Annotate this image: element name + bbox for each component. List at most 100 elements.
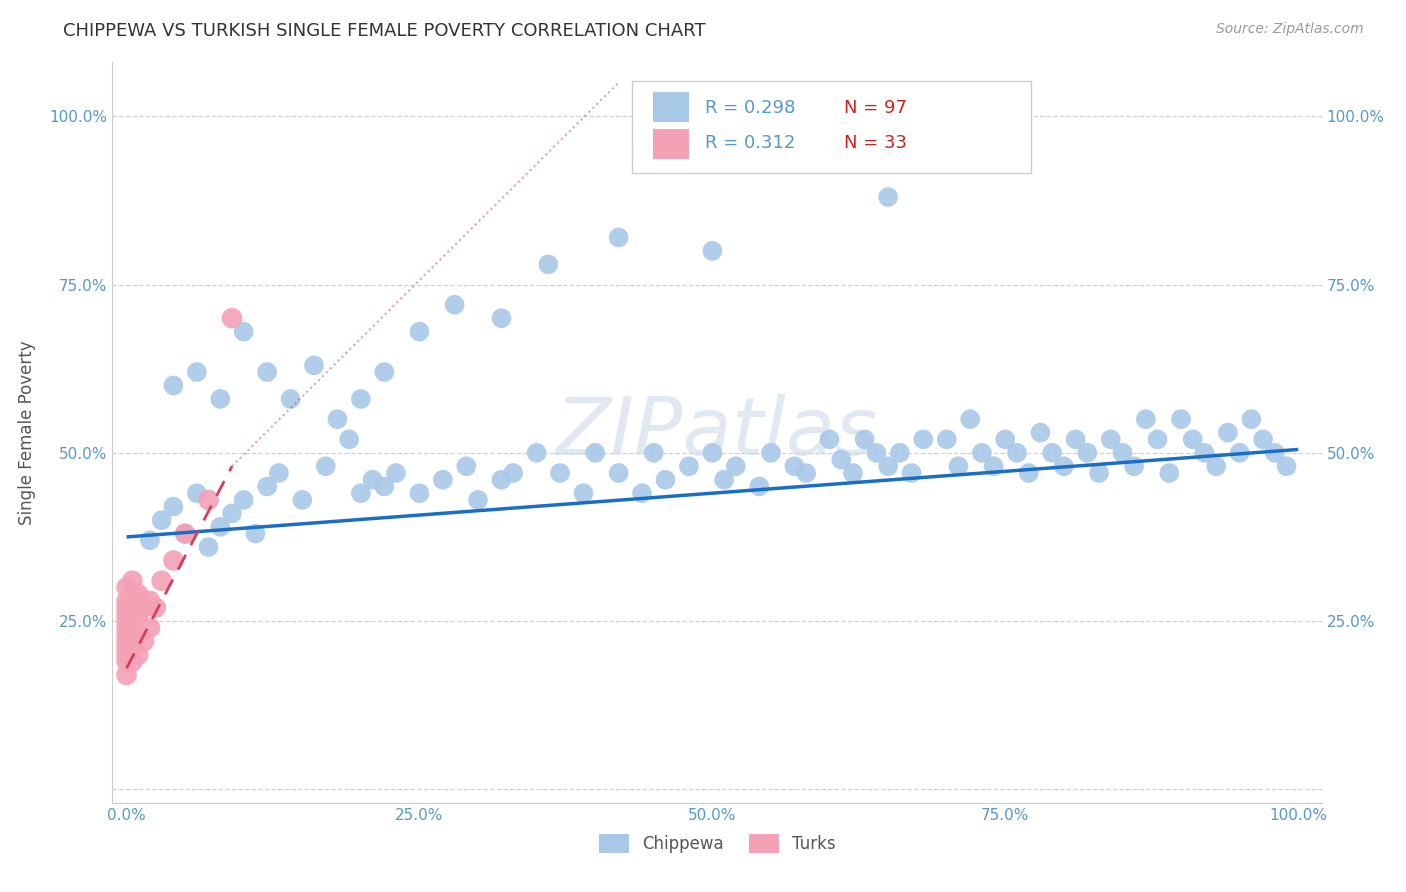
Point: [132, 634, 156, 648]
Point: [970, 446, 993, 460]
Point: [121, 627, 143, 641]
Point: [1040, 446, 1063, 460]
Point: [572, 486, 595, 500]
Point: [830, 452, 852, 467]
Point: [607, 466, 630, 480]
Point: [1088, 466, 1111, 480]
Point: [256, 479, 278, 493]
Point: [174, 526, 197, 541]
Point: [209, 392, 232, 406]
Point: [1240, 412, 1263, 426]
Point: [935, 433, 957, 447]
Point: [853, 433, 876, 447]
Point: [643, 446, 665, 460]
Point: [139, 594, 162, 608]
Point: [702, 446, 724, 460]
Point: [713, 473, 735, 487]
Point: [467, 492, 489, 507]
Point: [162, 378, 184, 392]
Point: [127, 627, 149, 641]
Point: [1251, 433, 1274, 447]
Point: [877, 190, 900, 204]
Point: [865, 446, 887, 460]
Point: [350, 486, 373, 500]
Point: [115, 627, 138, 641]
Point: [385, 466, 408, 480]
Point: [1123, 459, 1146, 474]
Point: [115, 634, 138, 648]
Bar: [652, 129, 689, 159]
Point: [432, 473, 454, 487]
Text: R = 0.298: R = 0.298: [704, 99, 796, 118]
Point: [139, 533, 162, 548]
Point: [537, 257, 560, 271]
Point: [1194, 446, 1216, 460]
Point: [291, 492, 314, 507]
Point: [115, 607, 138, 622]
Point: [373, 479, 395, 493]
Point: [361, 473, 384, 487]
Point: [456, 459, 478, 474]
Point: [794, 466, 817, 480]
Point: [408, 325, 430, 339]
Point: [889, 446, 911, 460]
Text: R = 0.312: R = 0.312: [704, 135, 796, 153]
Point: [127, 648, 149, 662]
Point: [162, 500, 184, 514]
Point: [1029, 425, 1052, 440]
Point: [115, 581, 138, 595]
Point: [983, 459, 1005, 474]
Point: [1159, 466, 1181, 480]
Point: [1205, 459, 1227, 474]
Point: [115, 600, 138, 615]
Point: [197, 492, 219, 507]
Point: [115, 668, 138, 682]
Point: [1099, 433, 1122, 447]
Point: [115, 655, 138, 669]
Y-axis label: Single Female Poverty: Single Female Poverty: [18, 341, 35, 524]
Point: [959, 412, 981, 426]
Text: N = 33: N = 33: [844, 135, 907, 153]
Point: [127, 587, 149, 601]
Point: [115, 648, 138, 662]
Point: [162, 553, 184, 567]
Point: [724, 459, 747, 474]
Point: [221, 311, 243, 326]
Point: [1170, 412, 1192, 426]
Point: [1275, 459, 1298, 474]
Point: [1076, 446, 1098, 460]
Text: N = 97: N = 97: [844, 99, 907, 118]
Point: [994, 433, 1017, 447]
Point: [174, 526, 197, 541]
Point: [783, 459, 806, 474]
Point: [842, 466, 865, 480]
Point: [583, 446, 606, 460]
Point: [1018, 466, 1040, 480]
Point: [139, 621, 162, 635]
Point: [818, 433, 841, 447]
Point: [702, 244, 724, 258]
Point: [678, 459, 700, 474]
Point: [121, 655, 143, 669]
Point: [115, 594, 138, 608]
Point: [877, 459, 900, 474]
Point: [121, 600, 143, 615]
Point: [326, 412, 349, 426]
Point: [115, 614, 138, 628]
Point: [491, 473, 513, 487]
Point: [1053, 459, 1076, 474]
Point: [948, 459, 970, 474]
Point: [337, 433, 360, 447]
Point: [145, 600, 167, 615]
Point: [1064, 433, 1087, 447]
Point: [115, 640, 138, 655]
Point: [186, 365, 208, 379]
Point: [350, 392, 373, 406]
Point: [302, 359, 325, 373]
Point: [232, 325, 254, 339]
Point: [115, 621, 138, 635]
Point: [121, 574, 143, 588]
Point: [245, 526, 267, 541]
Point: [256, 365, 278, 379]
Point: [1229, 446, 1251, 460]
